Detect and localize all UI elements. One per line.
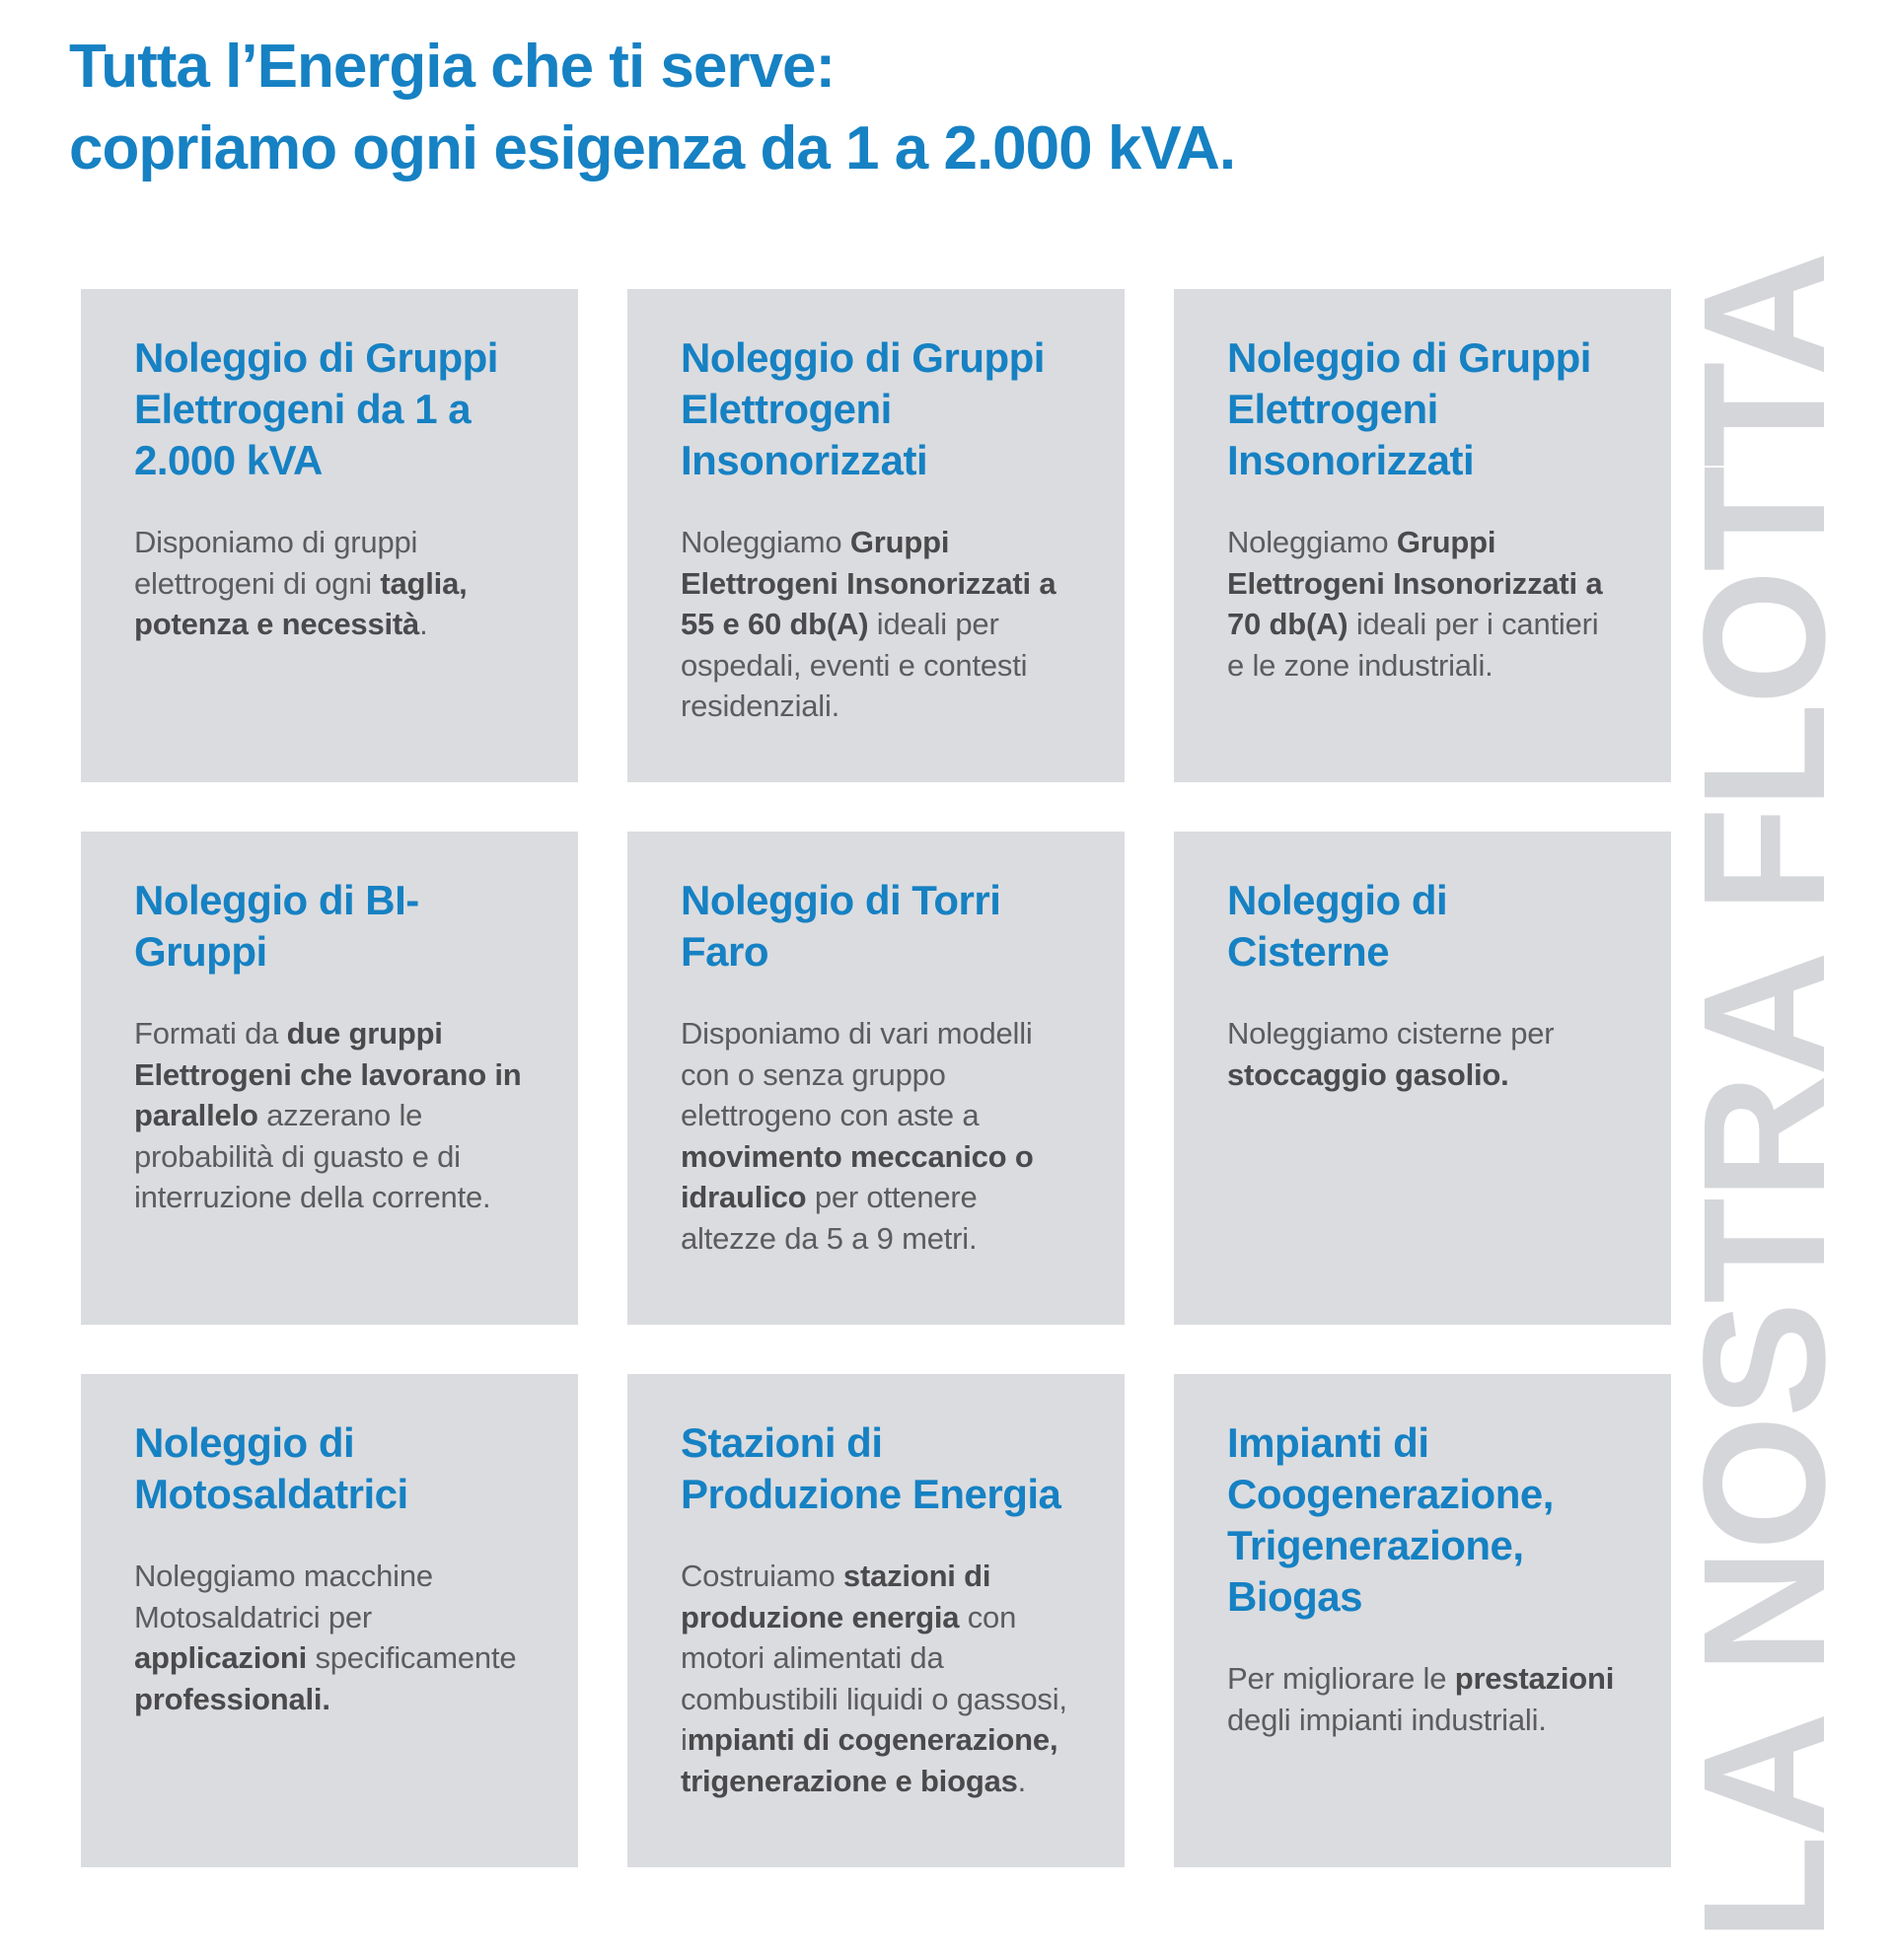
body-text-run: specificamente	[307, 1640, 517, 1676]
page-title: Tutta l’Energia che ti serve: copriamo o…	[69, 26, 1236, 189]
card-body: Noleggiamo Gruppi Elettrogeni Insonorizz…	[1227, 522, 1618, 686]
card-body: Per migliorare le prestazioni degli impi…	[1227, 1658, 1618, 1740]
body-text-run: stazioni di produzione energia	[681, 1559, 991, 1634]
service-card: Noleggio di Torri Faro Disponiamo di var…	[627, 832, 1125, 1325]
card-body: Costruiamo stazioni di produzione energi…	[681, 1556, 1071, 1801]
service-card: Stazioni di Produzione Energia Costruiam…	[627, 1374, 1125, 1867]
service-card: Noleggio di Cisterne Noleggiamo cisterne…	[1174, 832, 1671, 1325]
body-text-run: Gruppi Elettrogeni Insonorizzati a 55 e …	[681, 525, 1056, 642]
card-body: Disponiamo di vari modelli con o senza g…	[681, 1013, 1071, 1259]
card-title: Noleggio di Gruppi Elettrogeni Insonoriz…	[681, 334, 1045, 484]
card-title: Noleggio di Torri Faro	[681, 877, 1001, 976]
body-text-run: Noleggiamo	[1227, 525, 1397, 560]
card-title: Impianti di Coogenerazione, Trigenerazio…	[1227, 1419, 1554, 1621]
body-text-run: degli impianti industriali.	[1227, 1702, 1547, 1737]
body-text-run: azzerano le probabilità di guasto e di i…	[134, 1098, 491, 1215]
body-text-run: Disponiamo di vari modelli con o senza g…	[681, 1016, 1033, 1133]
service-card: Noleggio di Motosaldatrici Noleggiamo ma…	[81, 1374, 578, 1867]
body-text-run: prestazioni	[1454, 1661, 1615, 1697]
body-text-run: stoccaggio gasolio.	[1227, 1056, 1509, 1092]
card-body: Disponiamo di gruppi elettrogeni di ogni…	[134, 522, 525, 645]
card-title: Noleggio di Gruppi Elettrogeni da 1 a 2.…	[134, 334, 498, 484]
body-text-run: movimento meccanico o idraulico	[681, 1138, 1034, 1215]
watermark-text: LA NOSTRA FLOTTA	[1668, 253, 1861, 1941]
body-text-run: .	[419, 607, 428, 642]
body-text-run: con motori alimentati da combustibili li…	[681, 1599, 1067, 1758]
card-title: Stazioni di Produzione Energia	[681, 1419, 1061, 1518]
page-title-line-2: copriamo ogni esigenza da 1 a 2.000 kVA.	[69, 114, 1236, 183]
body-text-run: ideali per ospedali, eventi e contesti r…	[681, 607, 1028, 724]
page-title-line-1: Tutta l’Energia che ti serve:	[69, 33, 836, 101]
services-grid: Noleggio di Gruppi Elettrogeni da 1 a 2.…	[81, 289, 1671, 1867]
service-card: Noleggio di Gruppi Elettrogeni da 1 a 2.…	[81, 289, 578, 782]
body-text-run: ideali per i cantieri e le zone industri…	[1227, 607, 1599, 683]
body-text-run: professionali.	[134, 1681, 330, 1716]
body-text-run: due gruppi Elettrogeni che lavorano in p…	[134, 1016, 522, 1133]
body-text-run: Formati da	[134, 1016, 287, 1052]
body-text-run: Per migliorare le	[1227, 1661, 1455, 1697]
body-text-run: .	[1017, 1763, 1027, 1798]
body-text-run: applicazioni	[134, 1640, 308, 1676]
service-card: Noleggio di Gruppi Elettrogeni Insonoriz…	[627, 289, 1125, 782]
body-text-run: per ottenere altezze da 5 a 9 metri.	[681, 1180, 978, 1256]
service-card: Impianti di Coogenerazione, Trigenerazio…	[1174, 1374, 1671, 1867]
card-title: Noleggio di BI-Gruppi	[134, 877, 419, 976]
card-title: Noleggio di Motosaldatrici	[134, 1419, 408, 1518]
card-title: Noleggio di Gruppi Elettrogeni Insonoriz…	[1227, 334, 1591, 484]
card-body: Noleggiamo cisterne per stoccaggio gasol…	[1227, 1013, 1618, 1095]
card-body: Formati da due gruppi Elettrogeni che la…	[134, 1013, 525, 1218]
body-text-run: Noleggiamo	[681, 525, 850, 560]
card-body: Noleggiamo Gruppi Elettrogeni Insonorizz…	[681, 522, 1071, 727]
body-text-run: Gruppi Elettrogeni Insonorizzati a 70 db…	[1227, 525, 1603, 642]
body-text-run: mpianti di cogenerazione, trigenerazione…	[681, 1722, 1058, 1798]
service-card: Noleggio di Gruppi Elettrogeni Insonoriz…	[1174, 289, 1671, 782]
body-text-run: Disponiamo di gruppi elettrogeni di ogni	[134, 525, 418, 601]
body-text-run: Noleggiamo cisterne per	[1227, 1016, 1555, 1052]
service-card: Noleggio di BI-Gruppi Formati da due gru…	[81, 832, 578, 1325]
body-text-run: Noleggiamo macchine Motosaldatrici per	[134, 1559, 433, 1634]
body-text-run: Costruiamo	[681, 1559, 843, 1594]
card-body: Noleggiamo macchine Motosaldatrici per a…	[134, 1556, 525, 1719]
card-title: Noleggio di Cisterne	[1227, 877, 1448, 976]
body-text-run: taglia, potenza e necessità	[134, 565, 468, 642]
